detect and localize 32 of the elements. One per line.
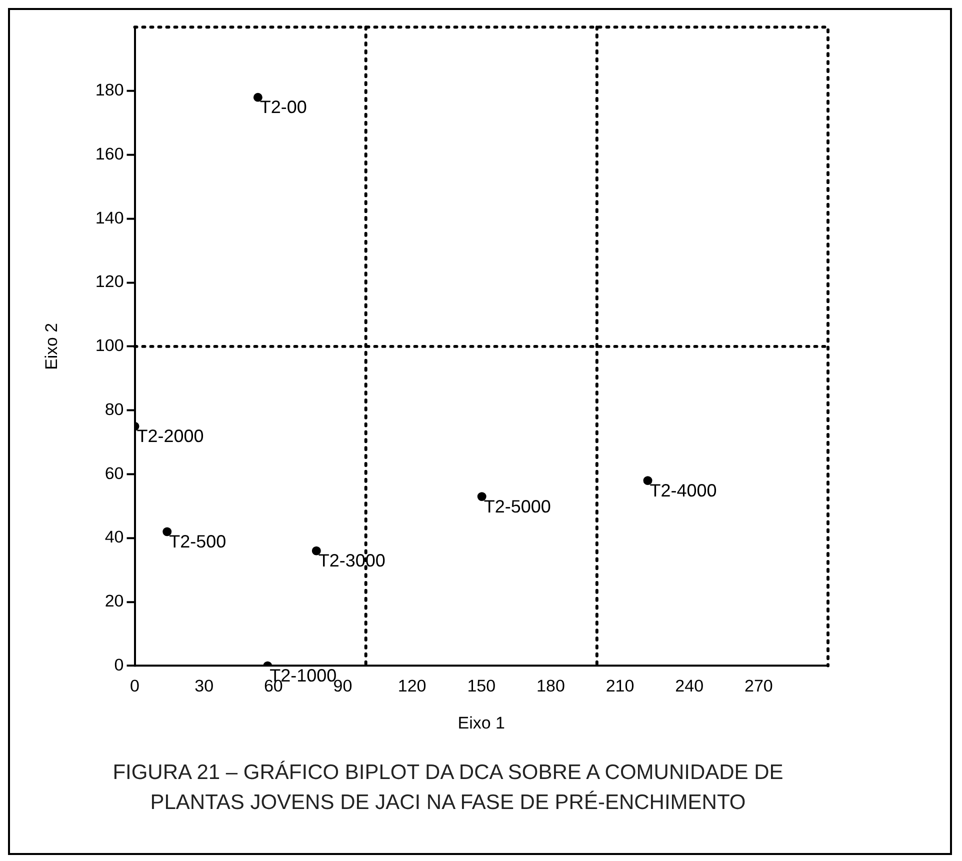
y-axis-title: Eixo 2 (42, 323, 61, 370)
point (643, 476, 652, 486)
annotation: T2-2000 (136, 426, 204, 446)
x-tick-label: 120 (398, 676, 426, 696)
x-tick-label: 150 (467, 676, 496, 696)
y-tick-label: 40 (104, 528, 124, 547)
text: FIGURA 21 – GRÁFICO BIPLOT DA DCA SOBRE A COMUNIDADE DE PLANTAS JOVENS DE JACI NA FASE DE PRÉ-ENCHIMENTO (112, 760, 784, 816)
y-tick-label: 0 (114, 656, 124, 674)
point (162, 527, 172, 536)
x-tick-label: 240 (675, 676, 704, 696)
annotation: T2-3000 (318, 550, 386, 571)
point (312, 546, 321, 556)
x-tick-label: 180 (536, 676, 565, 696)
x-tick-label: 0 (130, 676, 140, 696)
annotation: T2-5000 (484, 496, 551, 516)
x-tick-label: 30 (194, 676, 214, 696)
y-tick-label: 140 (95, 208, 124, 228)
point (477, 492, 486, 502)
annotation: T2-4000 (650, 480, 717, 500)
annotation: T2-500 (169, 532, 226, 552)
x-tick-label: 270 (744, 676, 773, 696)
x-tick-label: 210 (606, 676, 634, 696)
y-tick-label: 120 (95, 272, 124, 292)
y-tick-label: 20 (104, 592, 124, 611)
y-tick-label: 60 (104, 464, 124, 483)
y-tick-label: 80 (104, 400, 124, 419)
y-tick-label: 160 (95, 144, 124, 164)
annotation: T2-00 (260, 97, 307, 118)
y-tick-label: 180 (95, 80, 124, 100)
x-axis-title: Eixo 1 (458, 714, 505, 733)
point (253, 92, 262, 102)
y-tick-label: 100 (95, 336, 124, 356)
